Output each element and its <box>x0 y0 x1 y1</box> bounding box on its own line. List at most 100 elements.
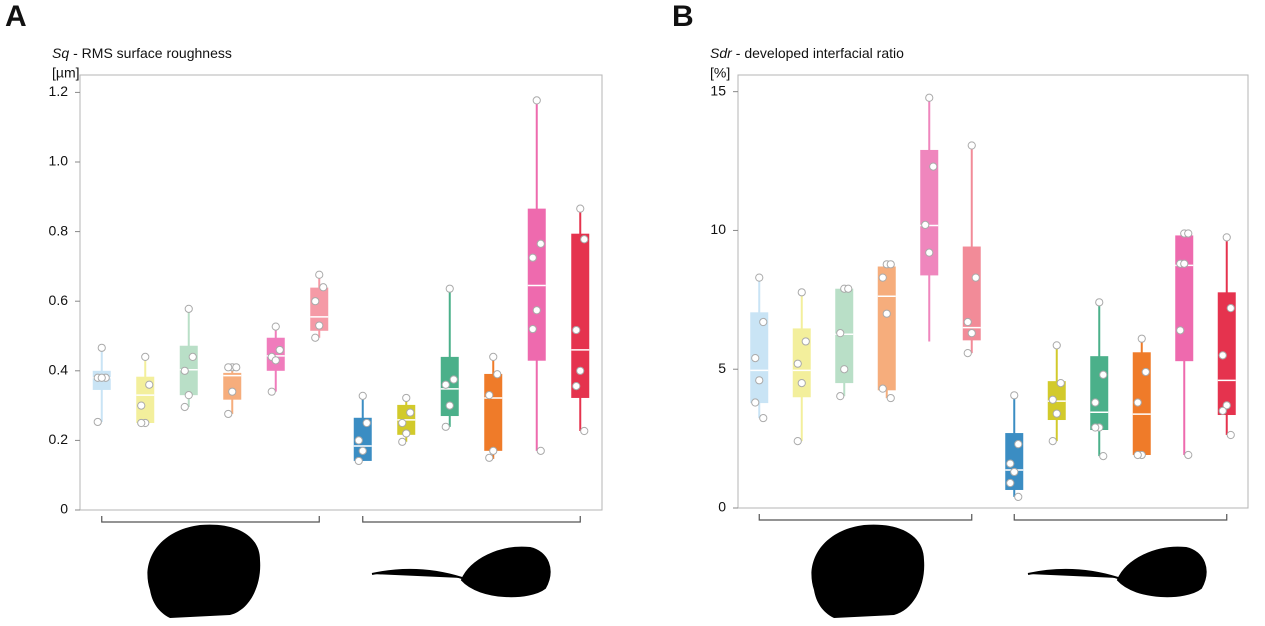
data-point <box>759 317 768 327</box>
data-point <box>751 398 760 407</box>
data-point <box>755 273 764 282</box>
data-point <box>271 322 280 331</box>
data-point <box>311 333 320 342</box>
data-point <box>1014 440 1023 449</box>
data-point <box>180 366 189 375</box>
data-point <box>967 141 976 150</box>
box <box>1132 352 1151 455</box>
data-point <box>1014 492 1023 501</box>
panel-label: A <box>5 0 27 33</box>
data-point <box>406 408 415 417</box>
data-point <box>1226 304 1235 313</box>
data-point <box>759 413 768 423</box>
y-tick-label: 10 <box>710 221 726 237</box>
data-point <box>878 384 887 393</box>
chart-title: Sdr - developed interfacial ratio <box>710 45 904 61</box>
data-point <box>441 422 450 431</box>
guinea-pig-a <box>147 524 261 618</box>
title-symbol: Sq <box>52 45 69 61</box>
data-point <box>489 352 498 361</box>
data-point <box>1141 367 1150 377</box>
y-tick-label: 0.8 <box>49 222 69 238</box>
data-point <box>793 359 802 368</box>
data-point <box>362 418 371 428</box>
y-axis-label: [µm] <box>52 65 80 81</box>
insect-b <box>1027 546 1207 598</box>
data-point <box>441 380 450 389</box>
data-point <box>963 317 972 327</box>
data-point <box>801 337 810 346</box>
data-point <box>878 273 887 282</box>
data-point <box>532 306 541 315</box>
data-point <box>971 273 980 282</box>
title-symbol: Sdr <box>710 45 733 61</box>
box <box>223 372 242 400</box>
group-bracket <box>101 516 320 523</box>
data-point <box>1184 450 1193 460</box>
data-point <box>532 96 541 105</box>
data-point <box>1218 406 1227 415</box>
group-bracket <box>1013 514 1228 521</box>
data-point <box>141 352 150 361</box>
data-point <box>358 446 367 455</box>
box <box>920 149 939 276</box>
data-point <box>1048 395 1057 404</box>
data-point <box>184 304 193 313</box>
data-point <box>275 345 284 355</box>
data-point <box>1010 391 1019 400</box>
data-point <box>1006 459 1015 468</box>
data-point <box>402 393 411 403</box>
box <box>962 246 981 341</box>
data-point <box>1218 351 1227 360</box>
data-point <box>267 387 276 396</box>
data-point <box>315 321 324 330</box>
silhouettes <box>147 524 1207 618</box>
guinea-pig-b <box>811 524 925 618</box>
data-point <box>97 343 106 352</box>
data-point <box>1048 437 1057 446</box>
data-point <box>398 418 407 428</box>
data-point <box>886 260 895 269</box>
box <box>484 373 503 451</box>
data-point <box>886 393 895 403</box>
box <box>835 288 854 384</box>
data-point <box>1006 478 1015 488</box>
data-point <box>836 392 845 401</box>
data-point <box>319 283 328 292</box>
box <box>571 233 590 398</box>
y-tick-label: 0.2 <box>49 431 69 447</box>
data-point <box>315 270 324 279</box>
data-point <box>271 356 280 365</box>
data-point <box>576 366 585 375</box>
y-tick-label: 1.2 <box>49 83 69 99</box>
box <box>527 208 546 361</box>
data-point <box>1091 423 1100 432</box>
data-point <box>1099 370 1108 379</box>
y-tick-label: 0 <box>718 499 726 515</box>
data-point <box>921 220 930 229</box>
y-tick-label: 0.6 <box>49 292 69 308</box>
y-tick-label: 15 <box>710 82 726 98</box>
data-point <box>1133 450 1142 460</box>
data-point <box>1095 298 1104 307</box>
y-tick-label: 5 <box>718 360 726 376</box>
group-bracket <box>758 514 973 521</box>
box <box>1175 235 1194 362</box>
data-point <box>751 354 760 363</box>
data-point <box>188 352 197 361</box>
data-point <box>793 437 802 446</box>
data-point <box>1099 451 1108 461</box>
data-point <box>1222 233 1231 242</box>
data-point <box>1010 467 1019 477</box>
data-point <box>184 391 193 400</box>
data-point <box>358 391 367 400</box>
data-point <box>963 349 972 358</box>
data-point <box>137 418 146 428</box>
data-point <box>485 453 494 462</box>
data-point <box>536 239 545 248</box>
data-point <box>925 248 934 257</box>
data-point <box>1176 326 1185 335</box>
data-point <box>93 417 102 427</box>
data-point <box>536 446 545 455</box>
data-point <box>1226 430 1235 440</box>
